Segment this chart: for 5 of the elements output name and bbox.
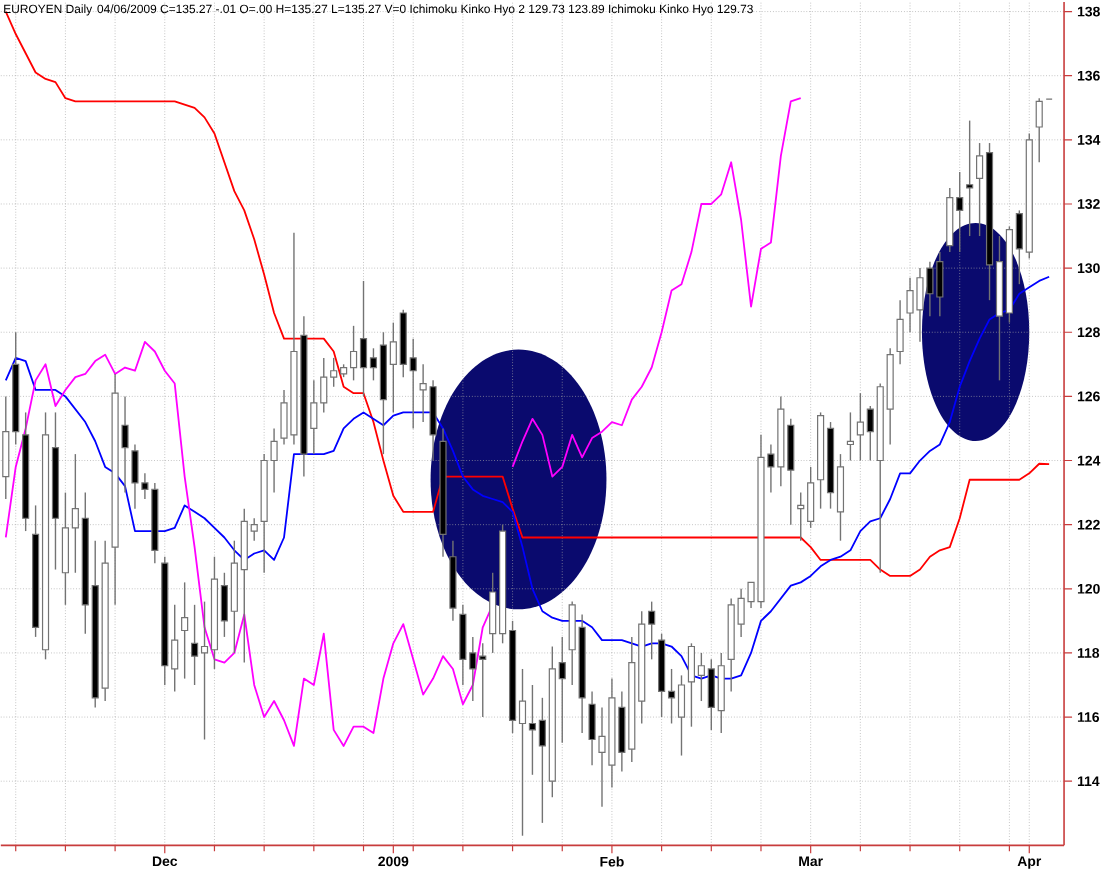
candlestick — [966, 120, 974, 238]
candlestick — [846, 412, 854, 462]
candlestick — [1035, 97, 1043, 164]
candlestick — [181, 582, 189, 680]
candlestick — [896, 299, 904, 366]
